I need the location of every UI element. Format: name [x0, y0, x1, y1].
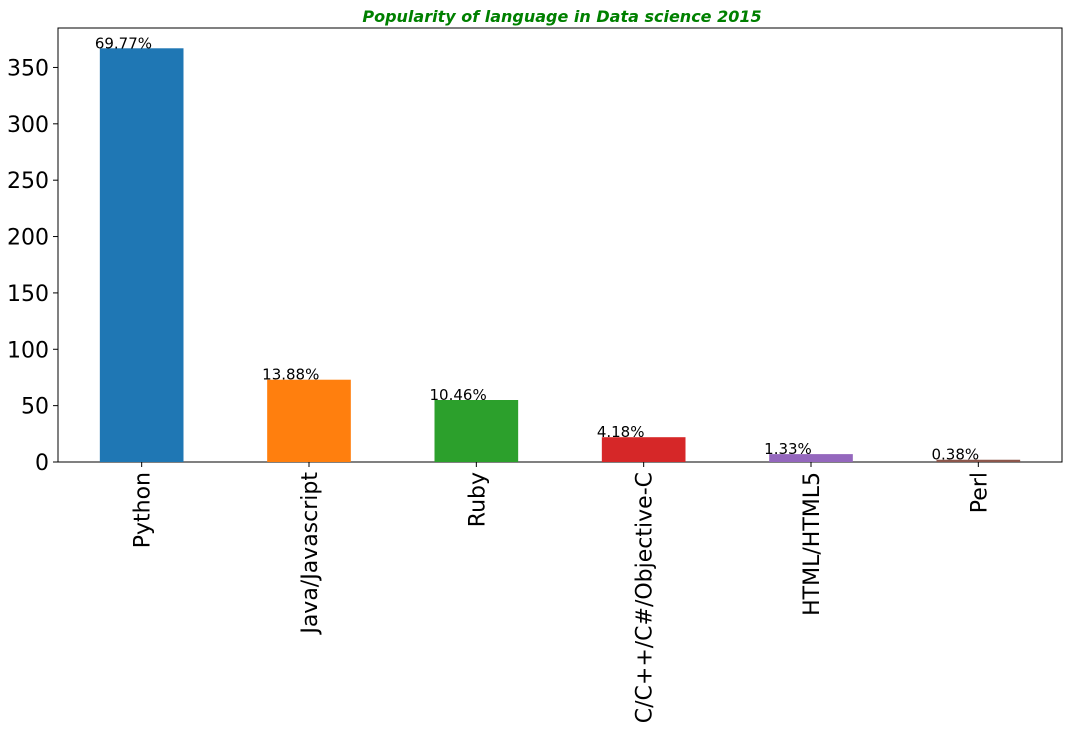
- x-tick-label: Ruby: [465, 472, 490, 527]
- bar-ruby: [434, 400, 519, 462]
- y-tick-label: 300: [7, 113, 49, 138]
- y-tick-label: 200: [7, 226, 49, 251]
- y-tick-label: 250: [7, 169, 49, 194]
- x-tick-label: Perl: [967, 472, 992, 513]
- data-labels: 69.77% 13.88% 10.46% 4.18% 1.33% 0.38%: [95, 34, 979, 463]
- bars: [99, 48, 1021, 463]
- data-label: 0.38%: [932, 446, 980, 464]
- y-tick-label: 0: [35, 451, 49, 476]
- bar-c-c-c-objective-c: [601, 437, 686, 462]
- data-label: 69.77%: [95, 34, 152, 52]
- bar-python: [99, 48, 184, 463]
- data-label: 4.18%: [597, 423, 645, 441]
- data-label: 1.33%: [764, 440, 812, 458]
- y-tick-label: 350: [7, 56, 49, 81]
- x-tick-label: HTML/HTML5: [800, 472, 825, 616]
- bar-java-javascript: [267, 379, 351, 462]
- x-axis: Python Java/Javascript Ruby C/C++/C#/Object…: [131, 462, 992, 723]
- chart-title: Popularity of language in Data science 2…: [362, 7, 761, 26]
- bar-html-html5: [769, 454, 853, 462]
- data-label: 13.88%: [262, 366, 319, 384]
- y-tick-label: 150: [7, 282, 49, 307]
- x-tick-label: Python: [131, 472, 156, 548]
- x-tick-label: Java/Javascript: [298, 472, 323, 636]
- y-tick-label: 100: [7, 338, 49, 363]
- y-tick-label: 50: [21, 395, 49, 420]
- plot-frame: [57, 27, 1063, 463]
- bar-perl: [936, 459, 1021, 462]
- data-label: 10.46%: [430, 386, 487, 404]
- x-tick-label: C/C++/C#/Objective-C: [633, 472, 658, 723]
- y-axis: 0 50 100 150 200 250 300 350: [7, 56, 58, 476]
